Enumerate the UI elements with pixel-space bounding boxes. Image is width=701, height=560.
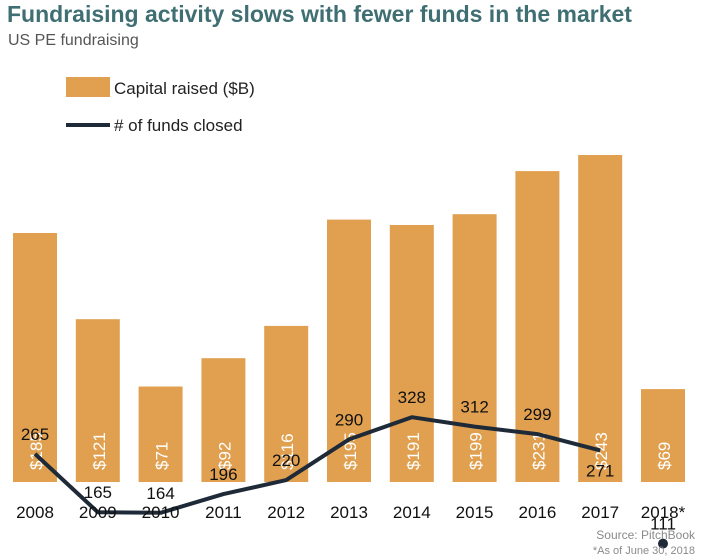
bar-value-label: $71 [153, 442, 172, 470]
bar-2018 [641, 389, 685, 482]
line-value-label: 271 [586, 461, 614, 480]
line-value-label: 196 [209, 465, 237, 484]
bars-group [13, 155, 685, 482]
bar-2008 [13, 233, 57, 482]
x-tick-label: 2008 [16, 503, 54, 522]
x-tick-label: 2012 [267, 503, 305, 522]
line-value-label: 299 [523, 405, 551, 424]
funds-closed-line [33, 415, 601, 515]
bar-value-label: $116 [278, 433, 297, 470]
line-value-label: 165 [84, 483, 112, 502]
x-tick-label: 2014 [393, 503, 431, 522]
x-tick-label: 2009 [79, 503, 117, 522]
bar-2014 [389, 225, 434, 482]
x-tick-label: 2015 [456, 503, 494, 522]
footnote: *As of June 30, 2018 [592, 545, 695, 557]
bar-2010 [138, 386, 183, 482]
bar-2009 [75, 319, 120, 482]
bar-value-label: $231 [529, 432, 548, 470]
legend-label-capital: Capital raised ($B) [114, 79, 255, 98]
line-value-label: 290 [335, 410, 363, 429]
page-subtitle: US PE fundraising [8, 32, 139, 49]
bar-value-label: $191 [404, 432, 423, 470]
source-note: Source: PitchBook [596, 528, 695, 542]
bar-value-label: $199 [467, 432, 486, 470]
line-value-label: 111 [650, 515, 676, 534]
x-tick-label: 2013 [330, 503, 368, 522]
bar-2015 [452, 214, 497, 482]
x-tick-label: 2011 [205, 503, 242, 522]
bar-labels-group: $185 $121 $71 $92 $116 $195 $191 $199 $231 $243 $6… [27, 432, 674, 470]
x-tick-label: 2010 [142, 503, 180, 522]
bar-value-label: $92 [215, 442, 234, 470]
bar-2012 [264, 325, 309, 482]
line-value-label: 328 [398, 388, 426, 407]
x-axis: 2008 2009 2010 2011 2012 2013 2014 2015 2016 2017… [16, 503, 686, 522]
bar-2016 [515, 171, 560, 482]
legend-swatch-capital [66, 77, 110, 97]
x-tick-label: 2017 [581, 503, 619, 522]
bar-2017 [578, 155, 623, 482]
line-value-label: 312 [460, 398, 488, 417]
x-tick-label: 2018* [641, 503, 686, 522]
legend-label-funds: # of funds closed [114, 116, 243, 135]
line-value-label: 220 [272, 451, 300, 470]
funds-closed-point-2018 [658, 538, 668, 549]
bar-value-label: $243 [592, 432, 611, 470]
line-value-label: 164 [146, 484, 174, 503]
bar-2011 [201, 358, 246, 482]
page-title: Fundraising activity slows with fewer fu… [7, 1, 632, 27]
line-labels-group: 265 165 164 196 220 290 328 312 299 271 111 [21, 388, 676, 533]
bar-value-label: $69 [655, 442, 674, 470]
line-value-label: 265 [21, 425, 49, 444]
legend: Capital raised ($B) # of funds closed [66, 77, 255, 135]
x-tick-label: 2016 [518, 503, 556, 522]
line-group [33, 415, 668, 549]
bar-value-label: $121 [90, 432, 109, 470]
